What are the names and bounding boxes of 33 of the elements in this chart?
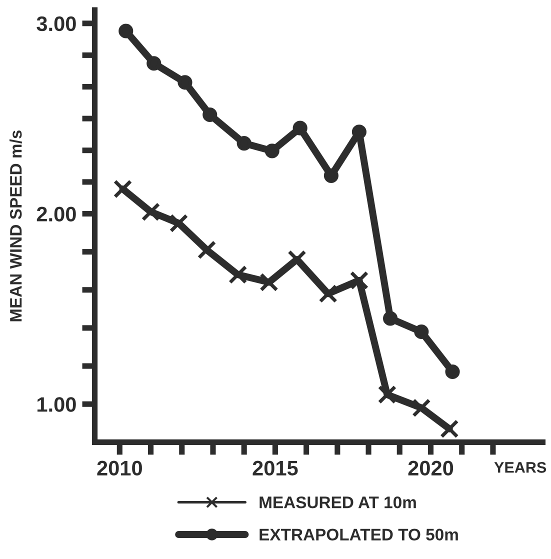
x-tick-label: 2020 (408, 460, 454, 476)
point (202, 107, 218, 122)
y-axis-title: MEAN WIND SPEED m/s (10, 130, 22, 322)
point (378, 385, 397, 404)
point (440, 419, 459, 438)
legend-label: EXTRAPOLATED TO 50m (260, 528, 458, 541)
point (197, 240, 216, 260)
point (324, 168, 338, 183)
y-tick-label: 1.00 (37, 397, 76, 412)
point (414, 324, 429, 340)
point (318, 284, 338, 304)
point (228, 265, 248, 284)
x-tick-label: 2010 (97, 460, 142, 476)
point (350, 270, 369, 290)
point (113, 180, 132, 198)
point (383, 311, 398, 326)
point (352, 124, 366, 140)
point (264, 144, 280, 158)
x-axis-title: YEARS (494, 462, 546, 473)
legend-label: MEASURED AT 10m (260, 496, 416, 508)
point (445, 364, 460, 380)
point (178, 75, 192, 90)
y-tick-label: 3.00 (36, 16, 76, 32)
point (118, 24, 134, 38)
point (412, 398, 431, 418)
point (146, 56, 162, 71)
point (141, 202, 160, 222)
x-tick-label: 2015 (252, 460, 298, 476)
point (292, 120, 308, 136)
point (169, 214, 188, 233)
point (236, 136, 252, 151)
y-tick-label: 2.00 (36, 206, 76, 222)
point (260, 272, 278, 292)
